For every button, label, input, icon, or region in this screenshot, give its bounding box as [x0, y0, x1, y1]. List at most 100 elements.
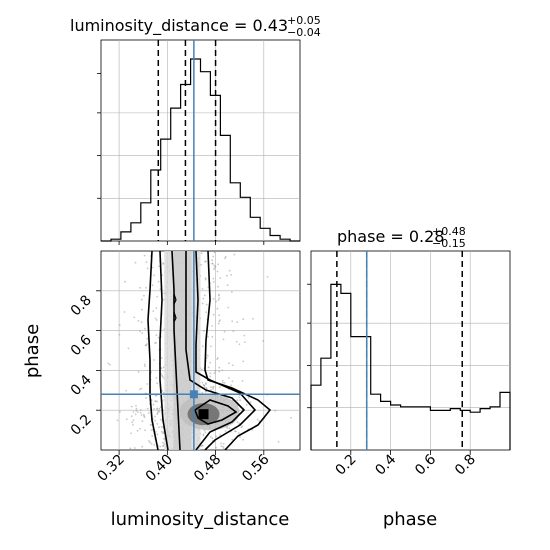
scatter-point — [95, 428, 97, 430]
x-tick-label-luminosity-distance: 0.32 — [95, 452, 128, 485]
scatter-point — [145, 261, 148, 263]
scatter-point — [143, 294, 145, 297]
scatter-point — [137, 411, 139, 413]
scatter-point — [241, 380, 244, 382]
scatter-point — [153, 274, 156, 277]
scatter-point — [214, 448, 217, 450]
scatter-point — [159, 418, 162, 421]
scatter-point — [158, 426, 160, 429]
scatter-point — [158, 410, 161, 413]
scatter-point — [209, 375, 212, 378]
panel-hist-phase — [310, 250, 511, 451]
scatter-point — [135, 409, 138, 412]
scatter-point — [219, 277, 222, 279]
scatter-point — [222, 442, 225, 445]
y-tick-label-phase: 0.8 — [68, 292, 95, 319]
scatter-point — [219, 434, 222, 436]
scatter-point — [151, 266, 154, 269]
scatter-point — [156, 433, 159, 436]
scatter-point — [213, 372, 216, 375]
scatter-point — [235, 340, 238, 343]
scatter-point — [130, 405, 133, 408]
x-tick-label-phase: 0.4 — [372, 451, 399, 478]
scatter-point — [155, 334, 158, 337]
scatter-point — [204, 277, 207, 280]
scatter-point — [202, 297, 205, 300]
scatter-point — [204, 431, 207, 434]
scatter-point — [150, 429, 153, 431]
scatter-point — [212, 255, 215, 258]
scatter-point — [205, 311, 208, 314]
ylabel-phase: phase — [22, 324, 43, 378]
scatter-point — [217, 285, 220, 288]
scatter-point — [154, 415, 157, 418]
x-tick-label-phase: 0.8 — [452, 452, 479, 479]
scatter-point — [162, 445, 164, 447]
scatter-point — [123, 311, 126, 313]
scatter-point — [201, 381, 204, 384]
panel-hist-luminosity-distance — [100, 39, 301, 242]
scatter-point — [155, 307, 158, 310]
scatter-point — [132, 411, 135, 413]
scatter-point — [217, 322, 220, 325]
scatter-point — [157, 280, 160, 283]
scatter-point — [135, 407, 138, 410]
scatter-point — [222, 447, 225, 450]
scatter-point — [211, 437, 214, 440]
scatter-point — [216, 270, 219, 273]
title-luminosity-distance-plus: +0.05 — [287, 14, 321, 27]
scatter-point — [242, 318, 245, 321]
truth-marker — [189, 390, 198, 399]
scatter-point — [201, 345, 204, 348]
scatter-point — [209, 345, 212, 348]
scatter-point — [212, 388, 215, 390]
scatter-point — [134, 413, 137, 416]
scatter-point — [224, 430, 227, 432]
scatter-point — [232, 330, 235, 333]
scatter-point — [152, 310, 155, 312]
scatter-point — [133, 447, 136, 449]
scatter-point — [124, 280, 126, 283]
scatter-point — [134, 261, 137, 264]
marker-layer — [101, 40, 463, 450]
scatter-point — [139, 286, 142, 289]
scatter-point — [139, 411, 142, 414]
scatter-point — [155, 377, 158, 379]
scatter-point — [212, 297, 215, 300]
scatter-point — [239, 436, 241, 438]
scatter-point — [216, 357, 219, 359]
scatter-point — [218, 366, 221, 369]
scatter-point — [201, 391, 204, 394]
scatter-point — [215, 300, 218, 303]
scatter-point — [156, 400, 159, 403]
scatter-point — [200, 252, 203, 255]
scatter-point — [243, 334, 246, 337]
scatter-point — [118, 324, 121, 327]
xlabel-phase: phase — [383, 509, 437, 530]
scatter-point — [213, 264, 215, 267]
scatter-point — [201, 445, 203, 447]
scatter-point — [200, 263, 203, 266]
scatter-point — [209, 435, 212, 438]
scatter-point — [218, 314, 221, 316]
scatter-point — [153, 408, 156, 410]
scatter-point — [211, 262, 214, 265]
scatter-point — [217, 299, 220, 301]
scatter-point — [211, 386, 214, 388]
scatter-point — [207, 335, 209, 338]
x-tick-label-luminosity-distance: 0.40 — [143, 452, 176, 485]
scatter-point — [234, 430, 236, 433]
scatter-point — [146, 383, 149, 385]
scatter-point — [109, 363, 111, 366]
scatter-point — [238, 396, 241, 399]
y-tick-label-phase: 0.6 — [68, 332, 95, 359]
y-tick-label-phase: 0.4 — [68, 372, 95, 399]
scatter-point — [221, 379, 224, 382]
scatter-point — [201, 302, 204, 305]
scatter-point — [236, 321, 239, 324]
scatter-point — [290, 416, 292, 419]
scatter-point — [154, 317, 157, 320]
scatter-point — [216, 307, 219, 310]
scatter-point — [262, 340, 264, 342]
scatter-point — [236, 421, 239, 424]
